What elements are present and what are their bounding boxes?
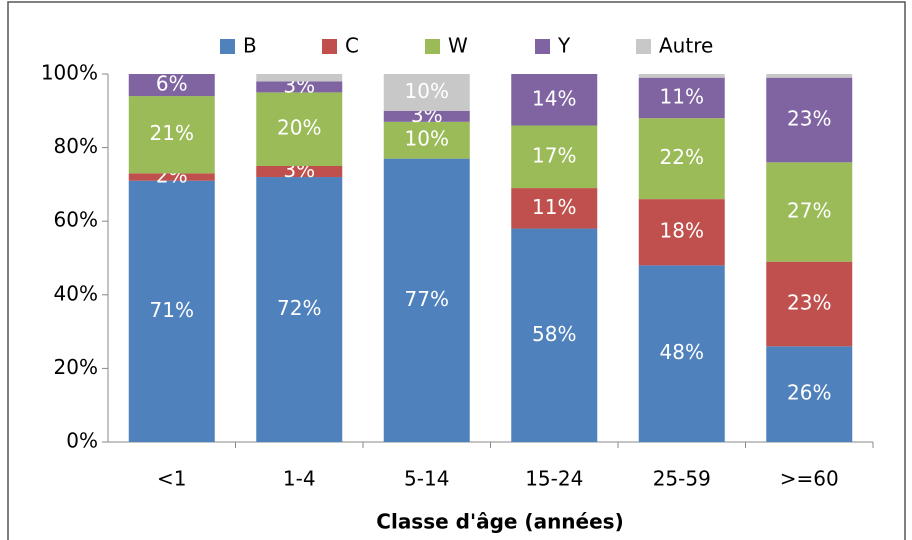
y-tick-label: 0% [66, 429, 98, 453]
data-label: 58% [532, 322, 576, 346]
bar-segment [383, 110, 470, 122]
data-label: 23% [787, 107, 831, 131]
bar-segment [383, 74, 470, 111]
data-label: 23% [787, 291, 831, 315]
bar-segment [511, 125, 598, 189]
data-label: 10% [405, 79, 449, 103]
bar-segment [256, 177, 343, 443]
data-label: 71% [150, 298, 194, 322]
data-label: 48% [660, 340, 704, 364]
x-axis-label: Classe d'âge (années) [376, 510, 623, 534]
bar-segment [638, 265, 725, 442]
bar-segment [256, 166, 343, 178]
x-tick-label: 1-4 [283, 467, 316, 491]
data-label: 14% [532, 86, 576, 110]
bar-segment [256, 81, 343, 93]
data-label: 18% [660, 219, 704, 243]
data-label: 77% [405, 287, 449, 311]
bar-segment [766, 74, 853, 78]
bar-segment [256, 74, 343, 82]
legend-label: Y [557, 34, 571, 58]
bar-segment [383, 158, 470, 442]
data-label: 6% [156, 72, 188, 96]
x-tick-label: 25-59 [653, 467, 711, 491]
bar-segment [128, 173, 215, 181]
bar-segment [638, 199, 725, 266]
data-label: 27% [787, 199, 831, 223]
bar-segment [511, 74, 598, 126]
bar-segment [511, 188, 598, 229]
data-label: 20% [277, 116, 321, 140]
y-tick-label: 100% [41, 61, 98, 85]
bar-segment [638, 77, 725, 119]
legend-label: Autre [659, 34, 713, 58]
data-label: 72% [277, 296, 321, 320]
data-label: 21% [150, 121, 194, 145]
bar-segment [128, 74, 215, 97]
bar-segment [383, 121, 470, 159]
x-tick-label: <1 [157, 467, 186, 491]
x-tick-label: >=60 [780, 467, 839, 491]
y-tick-label: 40% [54, 281, 98, 305]
legend-swatch [322, 39, 337, 54]
legend-label: W [448, 34, 468, 58]
legend-label: B [243, 34, 257, 58]
y-tick-label: 60% [54, 208, 98, 232]
bar-segment [766, 162, 853, 262]
data-label: 26% [787, 381, 831, 405]
data-label: 17% [532, 143, 576, 167]
bar-segment [638, 118, 725, 200]
legend-swatch [535, 39, 550, 54]
data-label: 10% [405, 127, 449, 151]
bar-segment [128, 96, 215, 174]
data-label: 11% [532, 195, 576, 219]
legend-swatch [220, 39, 235, 54]
x-tick-label: 15-24 [525, 467, 583, 491]
y-tick-label: 20% [54, 355, 98, 379]
bar-segment [638, 74, 725, 78]
legend-swatch [636, 39, 651, 54]
bar-segment [128, 180, 215, 442]
legend-swatch [425, 39, 440, 54]
legend-label: C [345, 34, 359, 58]
bar-segment [256, 92, 343, 166]
data-label: 11% [660, 84, 704, 108]
y-tick-label: 80% [54, 134, 98, 158]
bar-segment [511, 228, 598, 442]
bar-segment [766, 261, 853, 347]
x-tick-label: 5-14 [404, 467, 449, 491]
bar-segment [766, 346, 853, 442]
bar-segment [766, 77, 853, 163]
data-label: 22% [660, 145, 704, 169]
